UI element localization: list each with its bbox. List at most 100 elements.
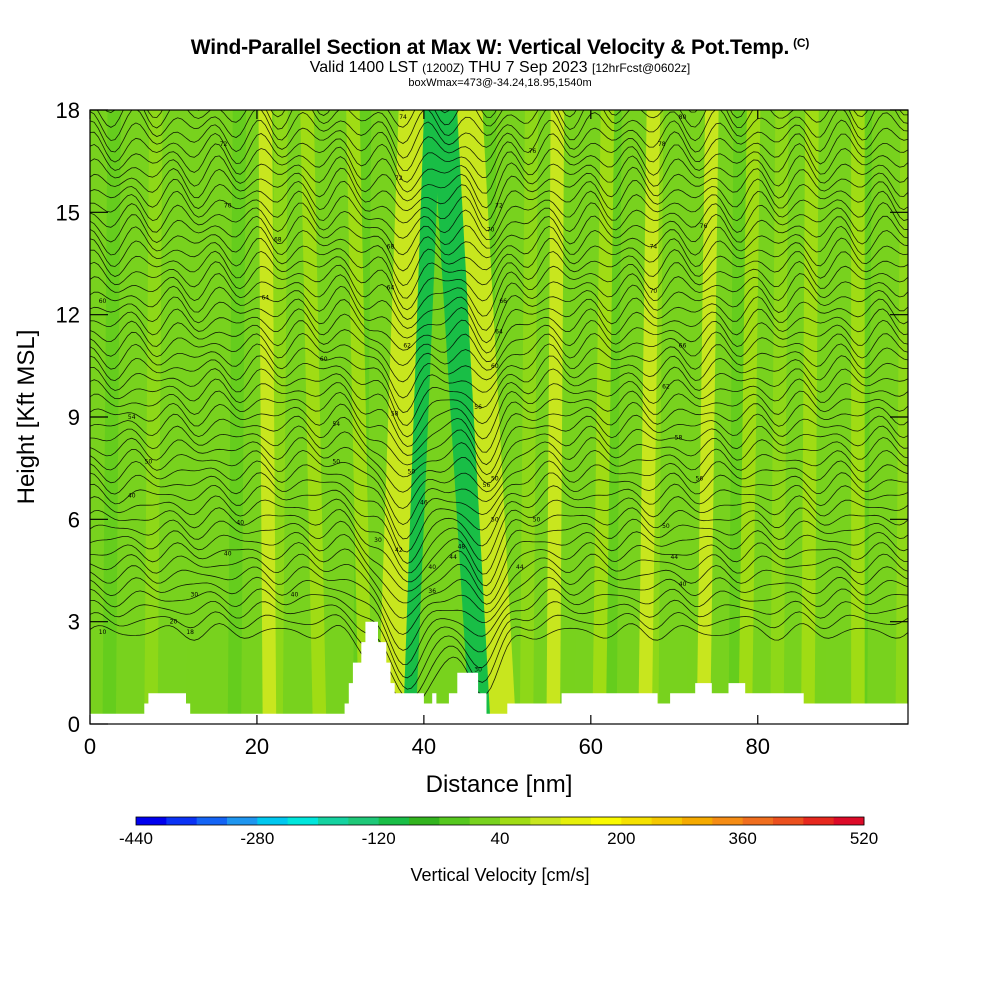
isentrope-line <box>90 437 908 509</box>
contour-label: 44 <box>670 554 678 561</box>
isentrope-line <box>90 343 908 413</box>
contour-label: 40 <box>428 564 436 571</box>
isentrope-line <box>90 319 908 383</box>
contour-label: 66 <box>679 342 687 349</box>
isentrope-line <box>90 472 908 553</box>
isentrope-line <box>90 225 908 286</box>
colorbar-segment <box>287 817 319 825</box>
isentrope-line <box>90 178 908 232</box>
contour-label: 60 <box>320 356 328 363</box>
colorbar-segment <box>227 817 258 825</box>
copyright-mark: (C) <box>793 36 810 50</box>
contour-label: 60 <box>99 298 107 305</box>
contour-label: 36 <box>428 588 436 595</box>
colorbar-segment <box>651 817 683 825</box>
contour-label: 44 <box>449 554 457 561</box>
contour-label: 68 <box>274 237 282 244</box>
y-tick-label: 15 <box>56 200 80 225</box>
colorbar-segment <box>196 817 228 825</box>
velocity-band <box>300 110 327 724</box>
y-tick-label: 0 <box>68 712 80 737</box>
contour-label: 70 <box>650 288 658 295</box>
colorbar-tick-label: 520 <box>850 829 878 848</box>
contour-label: 42 <box>395 547 403 554</box>
isentrope-line <box>90 355 908 426</box>
colorbar-segment <box>803 817 835 825</box>
contour-label: 72 <box>395 175 403 182</box>
isentrope-line <box>90 390 908 456</box>
colorbar-segment <box>257 817 289 825</box>
isentrope-line <box>90 483 908 564</box>
field-texture <box>185 110 205 724</box>
colorbar-segment <box>500 817 531 825</box>
isentrope-line <box>90 518 908 592</box>
isentrope-line <box>90 611 908 700</box>
contour-label: 40 <box>224 550 232 557</box>
isentrope-line <box>90 413 908 478</box>
colorbar-segment <box>469 817 501 825</box>
contour-label: 56 <box>483 482 491 489</box>
colorbar-segment <box>348 817 380 825</box>
isentrope-line <box>90 110 908 159</box>
terrain <box>90 621 908 724</box>
colorbar-segment <box>773 817 804 825</box>
isentrope-line <box>90 565 908 651</box>
contour-label: 56 <box>696 475 704 482</box>
contour-label: 48 <box>458 544 466 551</box>
isentrope-line <box>90 131 908 183</box>
isentrope-line <box>90 143 908 194</box>
contour-label: 10 <box>99 629 107 636</box>
contour-label: 62 <box>662 383 670 390</box>
contour-label: 56 <box>474 404 482 411</box>
colorbar-segment <box>439 817 471 825</box>
contour-label: 50 <box>491 475 499 482</box>
isentrope-line <box>90 331 908 399</box>
contour-label: 44 <box>516 564 524 571</box>
isentrope-line <box>90 237 908 299</box>
colorbar-segment <box>833 817 865 825</box>
isentrope-line <box>90 119 908 172</box>
colorbar-segment <box>591 817 622 825</box>
isentrope-line <box>90 249 908 311</box>
isentrope-line <box>90 155 908 209</box>
isentrope-line <box>90 261 908 320</box>
isentrope-line <box>90 213 908 272</box>
colorbar-segment <box>560 817 592 825</box>
colorbar-segment <box>682 817 713 825</box>
isentropes <box>90 110 908 709</box>
colorbar-segment <box>621 817 653 825</box>
colorbar-segment <box>742 817 774 825</box>
x-axis: 0 20 40 60 80 <box>84 110 770 759</box>
isentrope-line <box>90 202 908 256</box>
colorbar-label: Vertical Velocity [cm/s] <box>410 865 589 885</box>
velocity-band <box>638 110 661 724</box>
y-tick-label: 6 <box>68 507 80 532</box>
colorbar: -440 -280 -120 40 200 360 520 <box>119 816 878 848</box>
y-axis-label: Height [Kft MSL] <box>13 330 40 505</box>
isentrope-line <box>90 507 908 583</box>
contour-label: 70 <box>224 203 232 210</box>
contour-label: 80 <box>679 114 687 121</box>
contour-label: 58 <box>675 434 683 441</box>
chart-title: Wind-Parallel Section at Max W: Vertical… <box>190 36 810 59</box>
contour-label: 40 <box>291 591 299 598</box>
isentrope-line <box>90 284 908 344</box>
contour-label: 40 <box>236 520 244 527</box>
isentrope-line <box>90 588 908 679</box>
contour-label: 54 <box>128 414 136 421</box>
velocity-band <box>851 110 865 724</box>
isentrope-line <box>90 495 908 574</box>
colorbar-tick-label: -440 <box>119 829 153 848</box>
colorbar-segment <box>318 817 349 825</box>
colorbar-tick-label: 40 <box>491 829 510 848</box>
contour-label: 68 <box>387 243 395 250</box>
colorbar-tick-label: -120 <box>362 829 396 848</box>
isentrope-line <box>90 542 908 619</box>
isentrope-line <box>90 530 908 604</box>
contour-label: 72 <box>220 141 228 148</box>
isentrope-line <box>90 296 908 354</box>
colorbar-segment <box>378 817 410 825</box>
x-tick-label: 0 <box>84 734 96 759</box>
